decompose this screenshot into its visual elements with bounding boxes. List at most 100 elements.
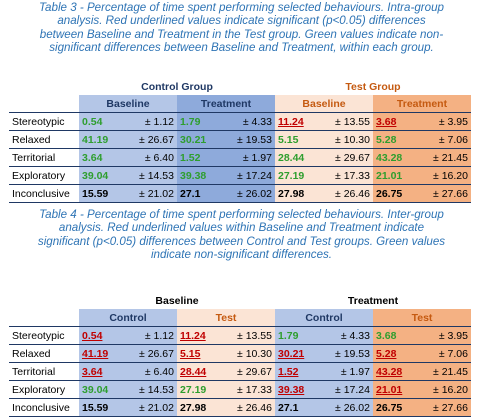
sub-header: Control	[275, 309, 373, 327]
sd-value: ± 17.33	[220, 380, 275, 399]
mean-value-cell: 26.75	[373, 184, 416, 203]
sd-value: ± 26.67	[122, 130, 177, 149]
mean-value: 28.44	[278, 151, 305, 164]
mean-value-cell: 28.44	[275, 148, 318, 167]
row-label: Territorial	[9, 148, 79, 167]
table4: Baseline Treatment Control Test Control …	[9, 292, 471, 417]
sd-value: ± 1.97	[220, 148, 275, 167]
table-row: Territorial 3.64 ± 6.40 28.44 ± 29.67 1.52 ± 1…	[9, 362, 471, 381]
sd-value: ± 3.95	[416, 112, 471, 131]
mean-value: 5.15	[180, 347, 201, 360]
sub-header: Baseline	[275, 95, 373, 113]
sd-value: ± 17.33	[318, 166, 373, 185]
mean-value-cell: 11.24	[275, 112, 318, 131]
sd-value: ± 3.95	[416, 326, 471, 345]
mean-value: 1.52	[278, 365, 299, 378]
mean-value: 1.79	[180, 115, 201, 128]
mean-value: 30.21	[180, 133, 207, 146]
sd-value: ± 21.45	[416, 362, 471, 381]
row-label: Inconclusive	[9, 398, 79, 417]
sd-value: ± 13.55	[318, 112, 373, 131]
sub-header: Baseline	[79, 95, 177, 113]
mean-value-cell: 0.54	[79, 112, 122, 131]
group-header-test: Test Group	[345, 80, 401, 93]
mean-value-cell: 5.15	[177, 344, 220, 363]
mean-value-cell: 27.1	[275, 398, 318, 417]
mean-value-cell: 15.59	[79, 184, 122, 203]
sd-value: ± 14.53	[122, 380, 177, 399]
caption-line: Table 4 - Percentage of time spent perfo…	[39, 208, 444, 221]
row-label: Exploratory	[9, 166, 79, 185]
mean-value: 27.19	[278, 169, 305, 182]
sd-value: ± 26.46	[318, 184, 373, 203]
group-header-control: Control Group	[141, 80, 213, 93]
sd-value: ± 14.53	[122, 166, 177, 185]
corner-cell	[9, 292, 79, 309]
mean-value-cell: 1.52	[275, 362, 318, 381]
mean-value-cell: 5.28	[373, 130, 416, 149]
caption-line: Table 3 - Percentage of time spent perfo…	[39, 1, 444, 14]
sd-value: ± 4.33	[220, 112, 275, 131]
sd-value: ± 16.20	[416, 380, 471, 399]
mean-value-cell: 27.19	[275, 166, 318, 185]
mean-value-cell: 30.21	[177, 130, 220, 149]
mean-value-cell: 27.19	[177, 380, 220, 399]
sd-value: ± 7.06	[416, 344, 471, 363]
mean-value: 21.01	[376, 383, 403, 396]
table-row: Stereotypic 0.54 ± 1.12 1.79 ± 4.33 11.24 ± 13…	[9, 112, 471, 131]
sd-value: ± 21.02	[122, 398, 177, 417]
table-row: Inconclusive 15.59 ± 21.02 27.1 ± 26.02 27.98…	[9, 184, 471, 203]
table-row: Relaxed 41.19 ± 26.67 30.21 ± 19.53 5.15 ± 10.…	[9, 130, 471, 149]
mean-value-cell: 39.04	[79, 166, 122, 185]
mean-value-cell: 1.52	[177, 148, 220, 167]
sd-value: ± 27.66	[416, 184, 471, 203]
table3: Control Group Test Group Baseline Treatm…	[9, 78, 471, 203]
mean-value: 41.19	[82, 133, 109, 146]
row-label: Territorial	[9, 362, 79, 381]
sd-value: ± 1.97	[318, 362, 373, 381]
sd-value: ± 7.06	[416, 130, 471, 149]
table4-body: Baseline Treatment Control Test Control …	[9, 292, 471, 417]
sd-value: ± 6.40	[122, 362, 177, 381]
mean-value-cell: 39.38	[275, 380, 318, 399]
mean-value: 39.04	[82, 169, 109, 182]
sd-value: ± 29.67	[318, 148, 373, 167]
sd-value: ± 26.67	[122, 344, 177, 363]
sd-value: ± 29.67	[220, 362, 275, 381]
mean-value-cell: 11.24	[177, 326, 220, 345]
mean-value: 5.28	[376, 133, 397, 146]
caption-line: significant differences between Baseline…	[49, 41, 434, 55]
group-header-row: Baseline Treatment	[9, 292, 471, 309]
mean-value: 28.44	[180, 365, 207, 378]
mean-value: 39.04	[82, 383, 109, 396]
sd-value: ± 10.30	[220, 344, 275, 363]
mean-value: 30.21	[278, 347, 305, 360]
mean-value-cell: 1.79	[275, 326, 318, 345]
sd-value: ± 4.33	[318, 326, 373, 345]
mean-value: 41.19	[82, 347, 109, 360]
sub-header: Control	[79, 309, 177, 327]
table3-body: Control Group Test Group Baseline Treatm…	[9, 78, 471, 203]
sub-header-row: Baseline Treatment Baseline Treatment	[9, 95, 471, 113]
sd-value: ± 19.53	[220, 130, 275, 149]
mean-value-cell: 15.59	[79, 398, 122, 417]
mean-value: 1.52	[180, 151, 201, 164]
mean-value: 26.75	[376, 401, 403, 414]
mean-value-cell: 28.44	[177, 362, 220, 381]
mean-value: 26.75	[376, 187, 403, 200]
mean-value-cell: 27.1	[177, 184, 220, 203]
mean-value: 3.68	[376, 115, 397, 128]
mean-value-cell: 30.21	[275, 344, 318, 363]
mean-value: 15.59	[82, 401, 109, 414]
sd-value: ± 26.02	[318, 398, 373, 417]
mean-value: 43.28	[376, 365, 403, 378]
sd-value: ± 17.24	[318, 380, 373, 399]
mean-value-cell: 21.01	[373, 380, 416, 399]
mean-value: 3.64	[82, 365, 103, 378]
mean-value-cell: 41.19	[79, 344, 122, 363]
sd-value: ± 1.12	[122, 112, 177, 131]
mean-value: 11.24	[278, 115, 304, 128]
sd-value: ± 13.55	[220, 326, 275, 345]
sd-value: ± 26.02	[220, 184, 275, 203]
mean-value: 0.54	[82, 115, 103, 128]
